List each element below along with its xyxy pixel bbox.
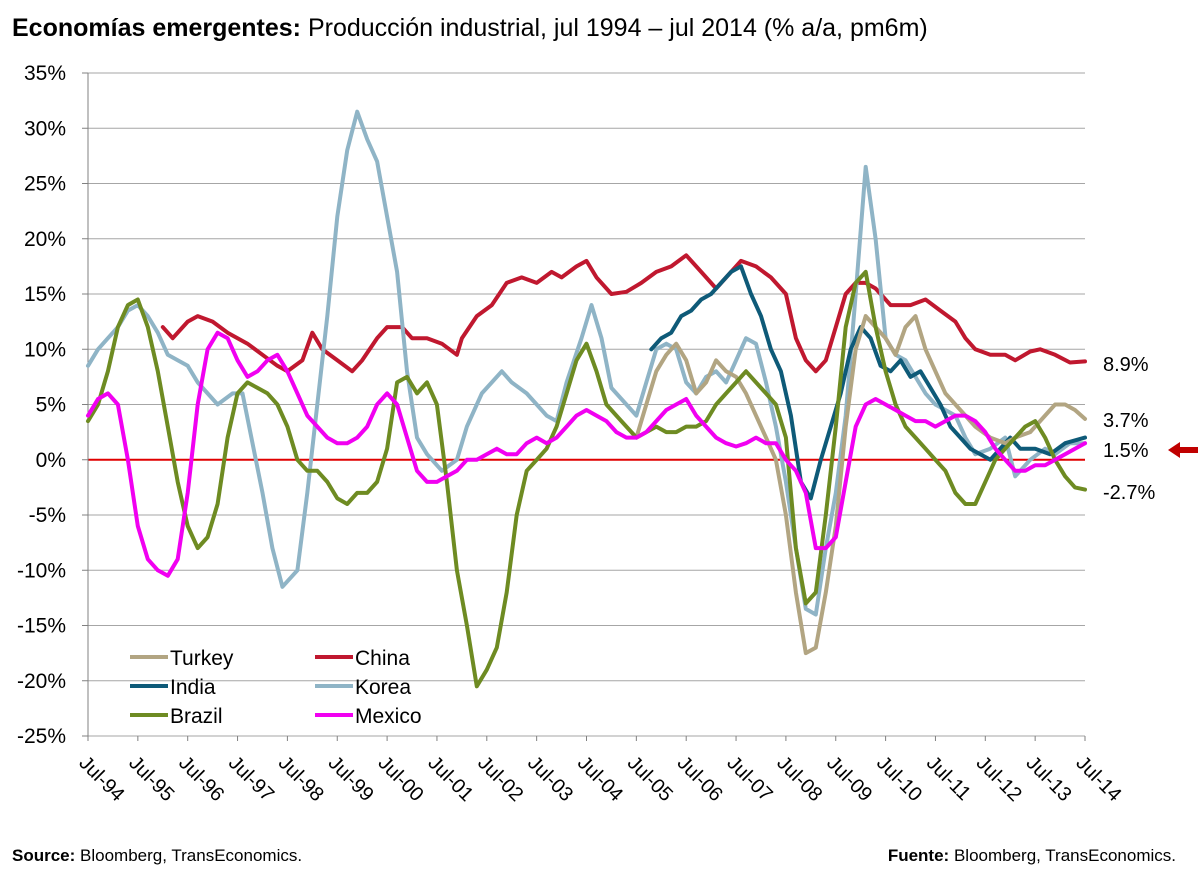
arrow-left-icon — [1168, 442, 1198, 458]
end-label: 3.7% — [1103, 410, 1149, 432]
y-axis: -25% -20% -15% -10% -5% 0% 5% 10% 15% 20% 25% 30% 35… — [17, 62, 89, 748]
x-tick-label: Jul-08 — [772, 752, 826, 806]
source-text: Bloomberg, TransEconomics. — [80, 846, 303, 865]
source-label: Source: — [12, 846, 76, 865]
x-tick-label: Jul-01 — [423, 752, 477, 806]
x-tick-label: Jul-07 — [723, 752, 777, 806]
x-tick-label: Jul-14 — [1071, 752, 1125, 806]
y-tick-label: -20% — [17, 670, 66, 693]
chart-title-bold: Economías emergentes: — [12, 14, 301, 42]
y-tick-label: -25% — [17, 725, 66, 748]
y-tick-label: 10% — [24, 338, 66, 361]
x-tick-label: Jul-94 — [74, 752, 128, 806]
x-tick-label: Jul-97 — [224, 752, 278, 806]
y-tick-label: 30% — [24, 117, 66, 140]
x-tick-label: Jul-96 — [174, 752, 228, 806]
x-tick-label: Jul-10 — [872, 752, 926, 806]
y-tick-label: 5% — [36, 394, 66, 417]
chart-title: Economías emergentes: Producción industr… — [12, 14, 928, 43]
series-line-india — [649, 264, 1087, 501]
x-tick-label: Jul-04 — [573, 752, 627, 806]
x-tick-label: Jul-00 — [374, 752, 428, 806]
source-note: Source: Bloomberg, TransEconomics. — [12, 846, 302, 866]
y-tick-label: 15% — [24, 283, 66, 306]
legend-label-china: China — [355, 647, 410, 670]
end-label: 8.9% — [1103, 354, 1149, 376]
legend-label-brazil: Brazil — [170, 705, 223, 728]
x-tick-label: Jul-09 — [822, 752, 876, 806]
y-tick-label: -10% — [17, 559, 66, 582]
end-label: -2.7% — [1103, 482, 1155, 504]
series-line-brazil — [86, 269, 1087, 689]
series-line-china — [160, 253, 1087, 374]
x-tick-label: Jul-12 — [972, 752, 1026, 806]
x-tick-label: Jul-99 — [324, 752, 378, 806]
chart-title-rest: Producción industrial, jul 1994 – jul 20… — [307, 14, 928, 42]
y-tick-label: 35% — [24, 62, 66, 85]
x-tick-label: Jul-98 — [274, 752, 328, 806]
legend-label-india: India — [170, 676, 216, 699]
legend-label-mexico: Mexico — [355, 705, 422, 728]
x-tick-label: Jul-13 — [1022, 752, 1076, 806]
legend-label-korea: Korea — [355, 676, 411, 699]
end-label: 1.5% — [1103, 440, 1149, 462]
series-line-mexico — [86, 330, 1087, 578]
fuente-note: Fuente: Bloomberg, TransEconomics. — [888, 846, 1176, 866]
x-tick-label: Jul-95 — [124, 752, 178, 806]
y-tick-label: 0% — [36, 449, 66, 472]
legend: Turkey China India Korea Brazil Mexico — [130, 647, 422, 728]
x-tick-label: Jul-06 — [673, 752, 727, 806]
fuente-text: Bloomberg, TransEconomics. — [953, 846, 1176, 865]
x-tick-label: Jul-02 — [473, 752, 527, 806]
y-tick-label: -15% — [17, 615, 66, 638]
legend-label-turkey: Turkey — [170, 647, 234, 670]
series-line-korea — [86, 109, 1087, 617]
x-tick-label: Jul-11 — [922, 752, 975, 805]
x-axis: Jul-94Jul-95Jul-96Jul-97Jul-98Jul-99Jul-… — [74, 736, 1126, 806]
x-tick-label: Jul-03 — [523, 752, 577, 806]
y-tick-label: -5% — [29, 504, 66, 527]
x-tick-label: Jul-05 — [623, 752, 677, 806]
fuente-label: Fuente: — [887, 846, 950, 865]
end-labels: 8.9% 3.7% 1.5% -2.7% — [1103, 354, 1198, 504]
y-tick-label: 25% — [24, 173, 66, 196]
y-tick-label: 20% — [24, 228, 66, 251]
series-line-turkey — [634, 314, 1087, 656]
series-lines — [86, 109, 1087, 689]
